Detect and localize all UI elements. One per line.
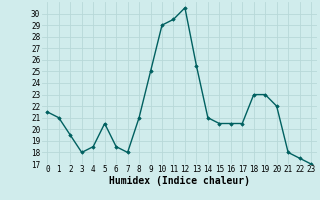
X-axis label: Humidex (Indice chaleur): Humidex (Indice chaleur) — [109, 176, 250, 186]
